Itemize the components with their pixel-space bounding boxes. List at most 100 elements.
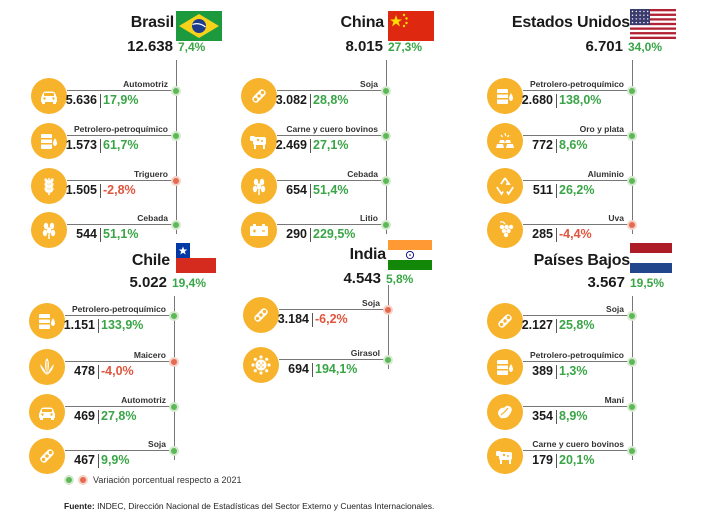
product-label: Uva [608, 213, 624, 223]
value-separator [312, 313, 313, 327]
product-value: 2.469 [275, 138, 307, 152]
product-variation: 133,9% [101, 318, 144, 332]
product-value: 290 [286, 227, 307, 241]
value-separator [100, 184, 101, 198]
value-separator [556, 365, 557, 379]
product-variation: 9,9% [101, 453, 130, 467]
sunflower-icon [243, 347, 279, 383]
recycle-icon [487, 168, 523, 204]
product-variation: 8,9% [559, 409, 588, 423]
barley-icon [31, 212, 67, 248]
product-underline [279, 359, 388, 360]
product-label: Soja [148, 439, 166, 449]
product-variation: 138,0% [559, 93, 602, 107]
product-underline [523, 135, 632, 136]
product-variation: -6,2% [315, 312, 348, 326]
peanut-icon [487, 394, 523, 430]
product-label: Soja [362, 298, 380, 308]
product-variation: 61,7% [103, 138, 139, 152]
country-name: Países Bajos [533, 252, 631, 269]
product-underline [65, 315, 174, 316]
product-value: 5.636 [65, 93, 97, 107]
value-separator [98, 410, 99, 424]
value-separator [310, 228, 311, 242]
country-name: China [340, 14, 385, 31]
variation-dot [383, 355, 393, 365]
product-underline [523, 361, 632, 362]
product-underline [277, 180, 386, 181]
variation-dot [381, 86, 391, 96]
source-note: Fuente: INDEC, Dirección Nacional de Est… [64, 501, 434, 511]
product-value: 694 [288, 362, 309, 376]
product-underline [279, 309, 388, 310]
soy-icon [487, 303, 523, 339]
variation-dot [627, 220, 637, 230]
value-separator [556, 319, 557, 333]
product-value: 3.184 [277, 312, 309, 326]
connector-line [632, 60, 633, 234]
country-variation: 7,4% [178, 40, 206, 54]
product-underline [67, 180, 176, 181]
product-underline [523, 90, 632, 91]
variation-dot [627, 446, 637, 456]
product-label: Petrolero-petroquímico [530, 350, 624, 360]
product-underline [523, 224, 632, 225]
product-label: Petrolero-petroquímico [74, 124, 168, 134]
legend-positive-dot [64, 474, 74, 485]
value-separator [556, 410, 557, 424]
product-variation: 28,8% [313, 93, 349, 107]
product-underline [277, 135, 386, 136]
product-label: Triguero [133, 169, 168, 179]
grape-icon [487, 212, 523, 248]
product-label: Cebada [347, 169, 378, 179]
product-value: 544 [76, 227, 97, 241]
value-separator [100, 139, 101, 153]
product-label: Oro y plata [579, 124, 624, 134]
variation-dot [381, 176, 391, 186]
product-variation: 17,9% [103, 93, 139, 107]
value-separator [556, 94, 557, 108]
product-value: 469 [74, 409, 95, 423]
product-underline [277, 90, 386, 91]
variation-dot [171, 86, 181, 96]
value-separator [310, 139, 311, 153]
product-value: 2.680 [521, 93, 553, 107]
product-variation: 26,2% [559, 183, 595, 197]
product-variation: 194,1% [315, 362, 358, 376]
variation-dot [381, 220, 391, 230]
product-value: 478 [74, 364, 95, 378]
value-separator [556, 139, 557, 153]
country-name: Estados Unidos [511, 14, 630, 31]
product-label: Girasol [350, 348, 380, 358]
oil-icon [29, 303, 65, 339]
legend: Variación porcentual respecto a 2021 [64, 474, 241, 485]
flag-netherlands-icon [630, 243, 672, 278]
product-underline [523, 406, 632, 407]
value-separator [98, 365, 99, 379]
connector-line [174, 296, 175, 460]
product-label: Petrolero-petroquímico [530, 79, 624, 89]
product-label: Carne y cuero bovinos [532, 439, 624, 449]
legend-negative-dot [77, 474, 88, 485]
country-total: 8.015 [345, 38, 383, 55]
car-icon [29, 394, 65, 430]
product-value: 389 [532, 364, 553, 378]
car-icon [31, 78, 67, 114]
cow-icon [487, 438, 523, 474]
product-label: Maicero [133, 350, 166, 360]
product-variation: -4,4% [559, 227, 592, 241]
oil-icon [487, 78, 523, 114]
connector-line [388, 285, 389, 369]
product-underline [67, 90, 176, 91]
connector-line [176, 60, 177, 234]
value-separator [312, 363, 313, 377]
variation-dot [171, 176, 181, 186]
oil-icon [487, 349, 523, 385]
value-separator [310, 94, 311, 108]
product-variation: 51,1% [103, 227, 139, 241]
variation-dot [171, 220, 181, 230]
product-label: Petrolero-petroquímico [72, 304, 166, 314]
country-variation: 27,3% [388, 40, 423, 54]
product-value: 354 [532, 409, 553, 423]
product-underline [277, 224, 386, 225]
